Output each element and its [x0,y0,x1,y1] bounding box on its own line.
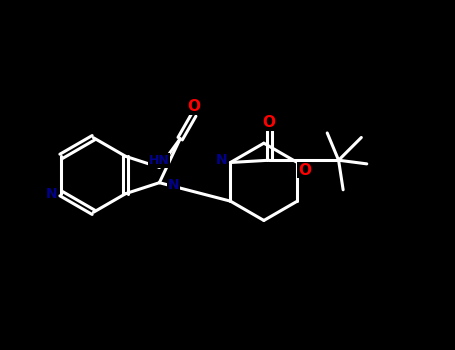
Text: N: N [216,153,227,167]
Text: N: N [46,187,57,201]
Text: HN: HN [149,154,170,167]
Text: N: N [167,178,179,192]
Text: O: O [298,163,311,178]
Text: O: O [263,115,276,130]
Text: O: O [187,99,200,114]
